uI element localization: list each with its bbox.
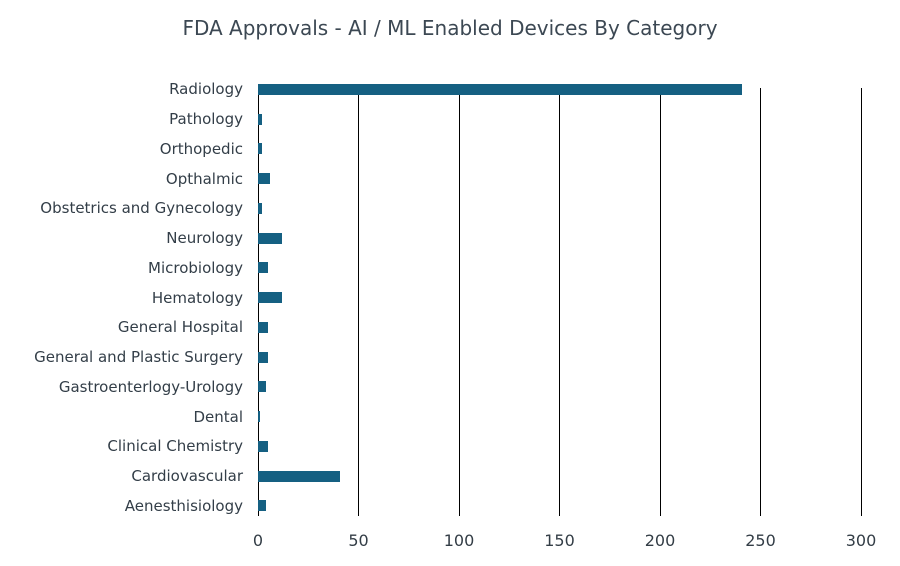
gridline-x-300 <box>860 88 862 516</box>
bar-cardiovascular <box>258 470 341 482</box>
bar-radiology <box>258 83 743 95</box>
category-label-gastroenterlogy-urology: Gastroenterlogy-Urology <box>58 377 243 396</box>
bar-general-hospital <box>258 321 269 333</box>
bar-obstetrics-and-gynecology <box>258 202 263 214</box>
x-tick-label-300: 300 <box>845 531 877 550</box>
x-tick-label-50: 50 <box>348 531 369 550</box>
gridline-x-100 <box>458 88 460 516</box>
bar-pathology <box>258 113 263 125</box>
gridline-x-200 <box>659 88 661 516</box>
gridline-x-150 <box>559 88 560 516</box>
category-label-pathology: Pathology <box>169 110 243 129</box>
x-tick-label-150: 150 <box>544 531 575 550</box>
bar-neurology <box>258 232 283 244</box>
x-tick-label-100: 100 <box>443 531 475 550</box>
category-label-obstetrics-and-gynecology: Obstetrics and Gynecology <box>40 199 243 218</box>
category-label-clinical-chemistry: Clinical Chemistry <box>107 437 243 456</box>
chart-title: FDA Approvals - AI / ML Enabled Devices … <box>182 16 718 40</box>
category-label-opthalmic: Opthalmic <box>165 169 243 188</box>
category-label-neurology: Neurology <box>166 229 243 248</box>
bar-aenesthisiology <box>258 500 267 512</box>
x-tick-label-0: 0 <box>252 531 264 550</box>
x-tick-label-250: 250 <box>745 531 776 550</box>
category-label-general-and-plastic-surgery: General and Plastic Surgery <box>34 348 243 367</box>
category-label-radiology: Radiology <box>169 80 243 99</box>
category-label-microbiology: Microbiology <box>148 258 243 277</box>
category-label-hematology: Hematology <box>151 288 243 307</box>
gridline-x-250 <box>760 88 761 516</box>
x-tick-label-200: 200 <box>644 531 676 550</box>
bar-dental <box>258 411 260 423</box>
bar-general-and-plastic-surgery <box>258 351 269 363</box>
bar-microbiology <box>258 262 269 274</box>
bar-orthopedic <box>258 143 263 155</box>
bar-gastroenterlogy-urology <box>258 381 267 393</box>
category-label-general-hospital: General Hospital <box>117 318 243 337</box>
category-label-cardiovascular: Cardiovascular <box>131 467 243 486</box>
category-label-dental: Dental <box>193 407 243 426</box>
category-label-aenesthisiology: Aenesthisiology <box>124 496 243 515</box>
bar-clinical-chemistry <box>258 440 269 452</box>
bar-opthalmic <box>258 173 271 185</box>
gridline-x-50 <box>358 88 359 516</box>
bar-hematology <box>258 292 283 304</box>
category-label-orthopedic: Orthopedic <box>159 139 243 158</box>
